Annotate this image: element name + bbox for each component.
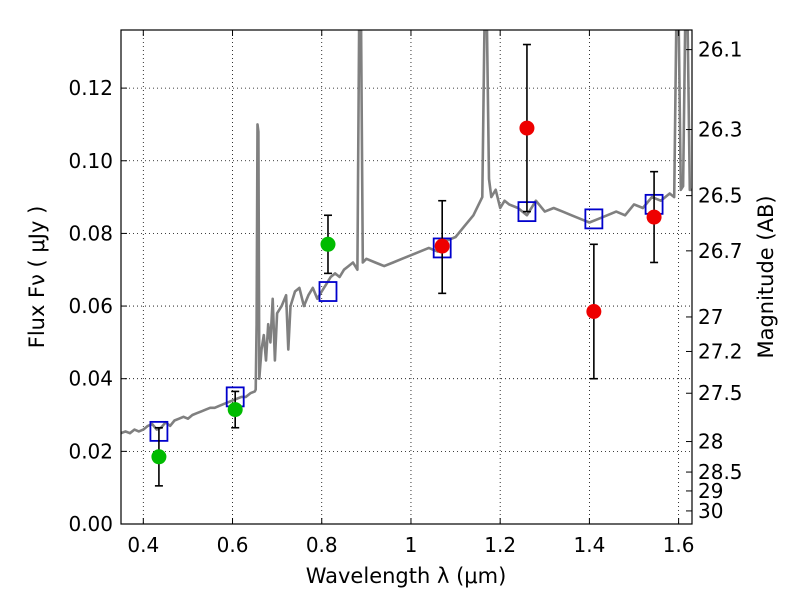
x-tick-label: 0.4 xyxy=(127,533,159,557)
y-tick-label: 0.00 xyxy=(68,512,113,536)
right-tick-label: 26.1 xyxy=(698,38,743,62)
x-tick-label: 1.4 xyxy=(573,533,605,557)
observed-nir-point xyxy=(434,238,450,254)
right-tick-label: 26.5 xyxy=(698,184,743,208)
right-tick-label: 27.5 xyxy=(698,381,743,405)
right-tick-label: 30 xyxy=(698,499,723,523)
x-tick-label: 0.8 xyxy=(306,533,338,557)
spectrum-line xyxy=(121,30,692,435)
right-tick-label: 28.5 xyxy=(698,460,743,484)
plot-frame xyxy=(120,29,693,525)
observed-nir-point xyxy=(646,209,662,225)
y-tick-label: 0.04 xyxy=(68,367,113,391)
x-tick-label: 1.6 xyxy=(663,533,695,557)
x-tick-label: 1.2 xyxy=(484,533,516,557)
right-tick-label: 26.3 xyxy=(698,118,743,142)
observed-nir-point xyxy=(586,304,602,320)
right-tick-label: 29 xyxy=(698,479,723,503)
y-tick-label: 0.02 xyxy=(68,439,113,463)
right-tick-label: 28 xyxy=(698,430,723,454)
ticks: 0.4 0.6 0.8 1 1.2 1.4 1.6 0.00 0.02 0.04 0.06 0.08 0… xyxy=(68,30,743,557)
observed-optical-point xyxy=(151,449,167,465)
y-tick-label: 0.08 xyxy=(68,221,113,245)
y-tick-label: 0.06 xyxy=(68,294,113,318)
right-tick-label: 26.7 xyxy=(698,239,743,263)
x-axis-label: Wavelength λ (μm) xyxy=(306,564,507,588)
y-tick-label: 0.12 xyxy=(68,76,113,100)
model-photometry-square xyxy=(584,208,604,230)
x-tick-label: 0.6 xyxy=(217,533,249,557)
x-tick-label: 1 xyxy=(405,533,418,557)
observed-optical-point xyxy=(320,236,336,252)
y-axis-label: Flux Fν ( μJy ) xyxy=(25,206,49,349)
right-tick-label: 27.2 xyxy=(698,339,743,363)
observed-optical-point xyxy=(227,402,243,418)
y-tick-label: 0.10 xyxy=(68,149,113,173)
model-photometry-square xyxy=(318,281,338,302)
plot-area xyxy=(121,30,692,487)
observed-nir-point xyxy=(519,120,535,136)
right-tick-label: 27 xyxy=(698,305,723,329)
right-axis-label: Magnitude (AB) xyxy=(754,195,778,358)
